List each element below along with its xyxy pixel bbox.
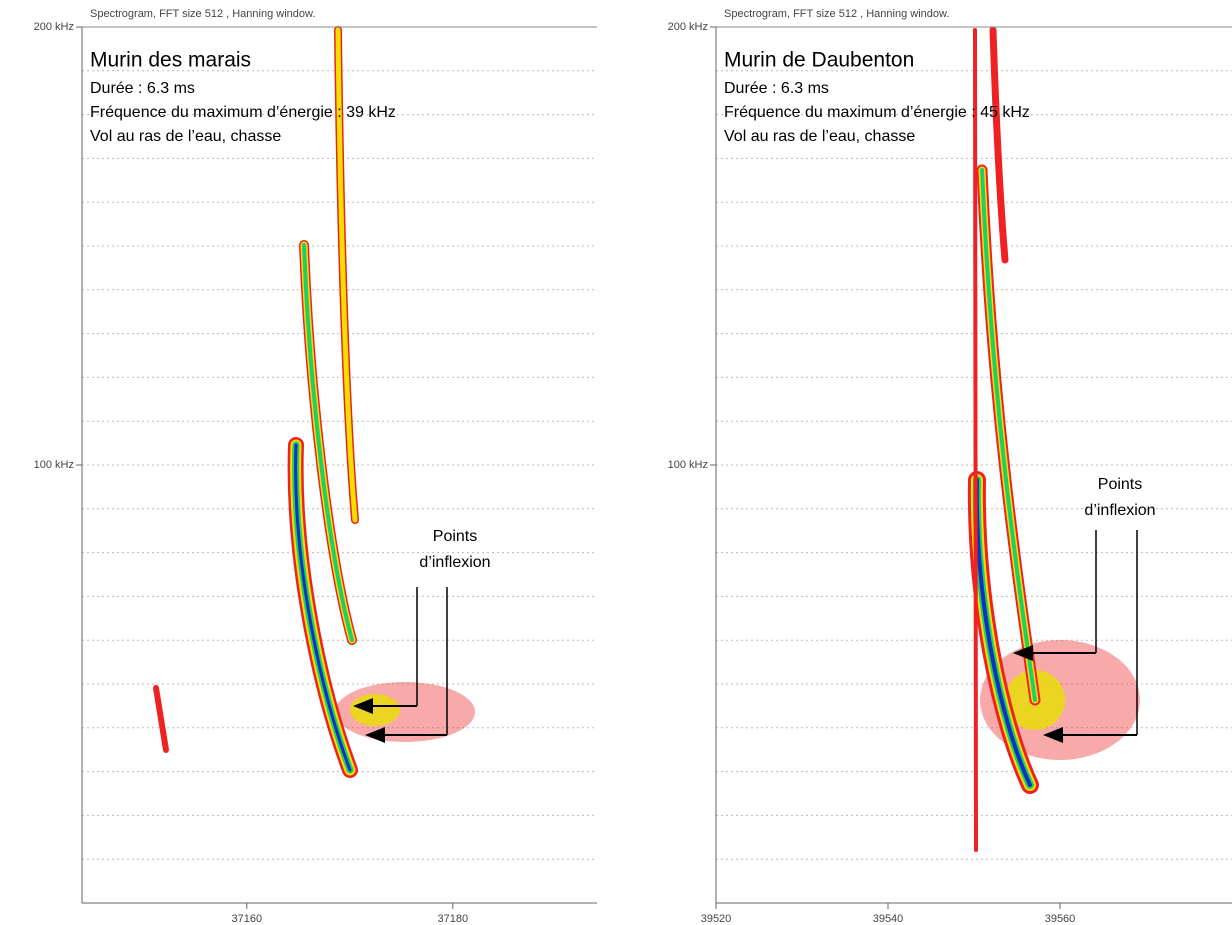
x-tick-label: 37180 [438,913,469,925]
info-line: Vol au ras de l’eau, chasse [90,128,281,145]
header: Spectrogram, FFT size 512 , Hanning wind… [90,8,315,20]
x-tick-label: 39520 [701,913,732,925]
panel-title: Murin des marais [90,49,251,72]
spectrogram-trace [993,30,1005,260]
annotation: d’inflexion [419,554,490,571]
y-tick-label: 200 kHz [34,21,74,33]
info-line: Durée : 6.3 ms [90,80,195,97]
y-tick-label: 100 kHz [34,459,74,471]
page: 200 kHz 100 kHz 37160 37180 Spectrogram, FFT… [0,0,1232,925]
annotation: Points [433,528,477,545]
panel-title: Murin de Daubenton [724,49,914,72]
info-line: Durée : 6.3 ms [724,80,829,97]
info-line: Vol au ras de l’eau, chasse [724,128,915,145]
annotation: Points [1098,476,1142,493]
header: Spectrogram, FFT size 512 , Hanning wind… [724,8,949,20]
y-tick-label: 100 kHz [668,459,708,471]
spectrogram-trace [975,30,976,850]
annotation: d’inflexion [1084,502,1155,519]
noise-blob [350,694,400,726]
info-line: Fréquence du maximum d’énergie : 45 kHz [724,104,1030,121]
x-tick-label: 37160 [232,913,263,925]
x-tick-label: 39540 [873,913,904,925]
info-line: Fréquence du maximum d’énergie : 39 kHz [90,104,396,121]
spectrogram-trace [156,688,166,750]
x-tick-label: 39560 [1045,913,1076,925]
y-tick-label: 200 kHz [668,21,708,33]
